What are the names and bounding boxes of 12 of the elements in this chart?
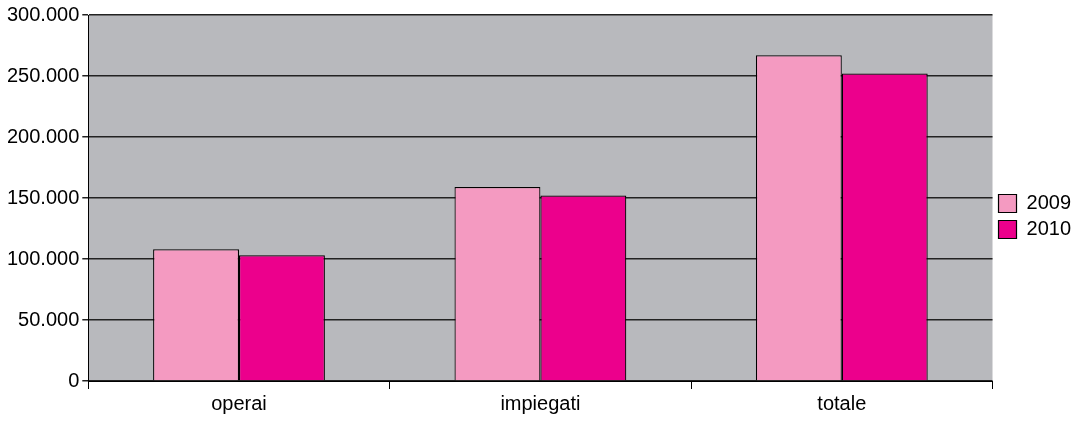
y-tick-label: 200.000 <box>7 124 80 147</box>
y-tick-label: 300.000 <box>7 2 80 25</box>
y-tick-label: 0 <box>68 368 80 391</box>
y-tick-label: 100.000 <box>7 246 80 269</box>
legend-label: 2010 <box>1026 217 1072 240</box>
x-tick-label: operai <box>211 391 267 414</box>
legend-label: 2009 <box>1026 191 1072 214</box>
x-tick-label: totale <box>817 391 867 414</box>
y-tick-label: 250.000 <box>7 63 80 86</box>
y-tick-label: 150.000 <box>7 185 80 208</box>
y-tick-label: 50.000 <box>18 307 80 330</box>
x-tick-label: impiegati <box>500 391 581 414</box>
